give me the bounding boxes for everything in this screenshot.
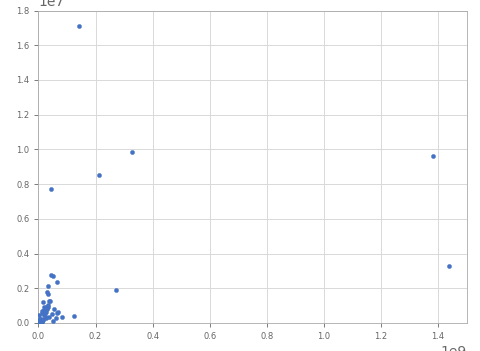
Point [39, 299, 47, 305]
Point [47, 187, 55, 192]
Point [53, 279, 61, 284]
Point [47, 298, 54, 303]
Point [40, 307, 48, 313]
Point [444, 263, 452, 269]
Point [43, 304, 50, 310]
Point [95, 172, 103, 178]
Point [49, 318, 57, 324]
Point [35, 320, 42, 326]
Point [38, 310, 46, 316]
Point [75, 24, 83, 29]
Point [37, 319, 45, 325]
Point [71, 313, 78, 319]
Point [40, 307, 48, 313]
Point [428, 153, 435, 159]
Point [128, 150, 136, 155]
Point [45, 298, 53, 304]
Point [52, 315, 60, 320]
Point [43, 306, 50, 312]
Point [37, 318, 45, 323]
Point [36, 320, 44, 325]
Point [37, 319, 45, 325]
Point [36, 318, 44, 324]
Point [35, 320, 42, 325]
Point [42, 315, 49, 321]
Point [35, 320, 42, 326]
Point [38, 308, 46, 314]
Point [35, 320, 42, 326]
Point [40, 304, 48, 310]
Point [58, 314, 66, 319]
Point [36, 319, 43, 325]
Point [37, 319, 45, 325]
Point [36, 312, 43, 317]
Point [47, 272, 55, 278]
Point [37, 319, 45, 324]
Point [42, 309, 49, 314]
Point [36, 317, 44, 322]
Point [36, 318, 43, 323]
Point [111, 287, 119, 293]
Point [35, 320, 42, 326]
Point [35, 320, 43, 326]
Point [43, 290, 51, 295]
Point [48, 311, 55, 317]
Point [39, 310, 47, 315]
Point [36, 318, 44, 324]
Point [45, 304, 52, 310]
Point [35, 320, 43, 326]
Point [35, 318, 43, 324]
Point [41, 310, 48, 316]
Point [49, 273, 57, 278]
Point [38, 319, 46, 325]
Point [36, 316, 44, 322]
Point [35, 320, 42, 326]
Point [53, 311, 61, 316]
Point [38, 318, 46, 324]
Point [37, 320, 45, 325]
Point [46, 315, 53, 320]
Point [39, 318, 47, 323]
Point [50, 306, 58, 312]
Point [44, 283, 51, 289]
Point [44, 302, 51, 308]
Point [54, 309, 61, 314]
Point [35, 320, 43, 326]
Point [44, 292, 52, 297]
Point [40, 312, 48, 318]
Point [39, 316, 47, 322]
Point [42, 314, 50, 320]
Point [36, 320, 43, 325]
Point [36, 320, 44, 325]
